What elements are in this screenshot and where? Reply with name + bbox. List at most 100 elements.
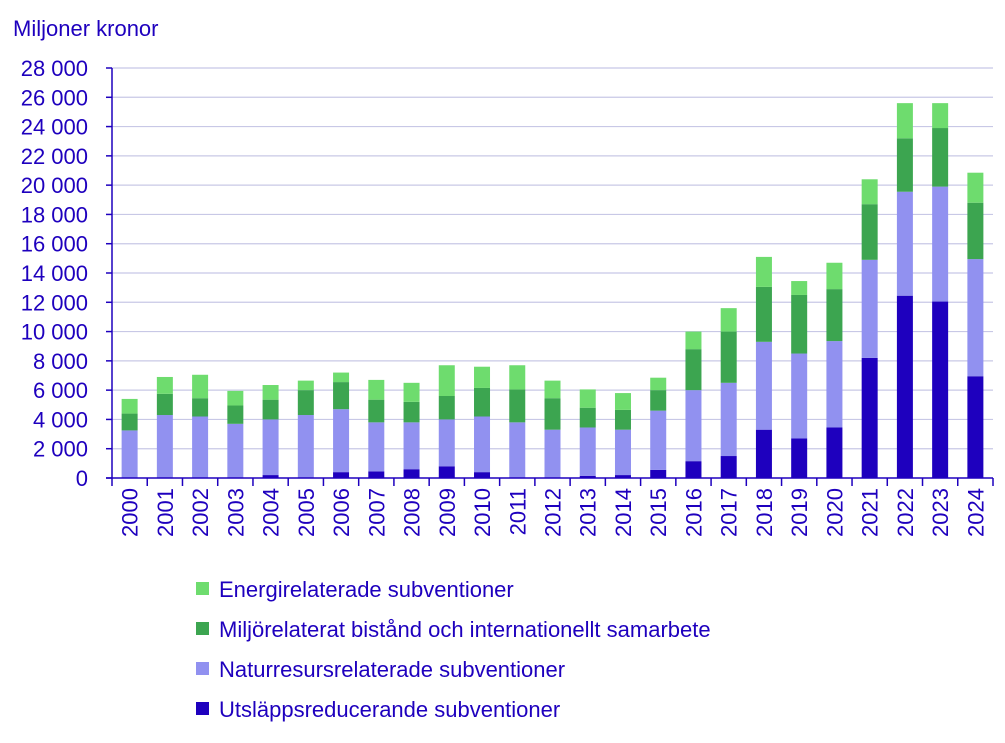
bar-segment-3-2017 xyxy=(720,308,737,332)
bar-segment-2-2008 xyxy=(403,401,420,423)
y-tick-label: 10 000 xyxy=(21,320,88,345)
x-tick-label: 2011 xyxy=(505,488,530,535)
bar-segment-3-2012 xyxy=(544,380,561,399)
bar-segment-3-2001 xyxy=(156,376,173,394)
bar-segment-1-2020 xyxy=(826,341,843,428)
x-tick-label: 2014 xyxy=(611,488,636,537)
x-tick-label: 2004 xyxy=(259,488,284,537)
x-tick-label: 2018 xyxy=(752,488,777,537)
x-tick-label: 2005 xyxy=(294,488,319,537)
bar-segment-3-2021 xyxy=(861,179,878,205)
bar-segment-3-2022 xyxy=(896,103,913,139)
x-tick-label: 2000 xyxy=(118,488,143,537)
x-tick-label: 2003 xyxy=(223,488,248,537)
x-tick-label: 2006 xyxy=(329,488,354,537)
bar-segment-1-2003 xyxy=(227,423,244,478)
bar-segment-0-2016 xyxy=(685,461,702,478)
bar-segment-2-2000 xyxy=(121,413,138,431)
bar-segment-2-2003 xyxy=(227,405,244,424)
bar-segment-1-2000 xyxy=(121,430,138,478)
bar-segment-3-2014 xyxy=(614,393,631,410)
bar-segment-2-2013 xyxy=(579,407,596,428)
bar-segment-1-2015 xyxy=(650,410,667,470)
bar-segment-1-2005 xyxy=(297,415,314,478)
bar-segment-1-2007 xyxy=(368,422,385,472)
bar-segment-3-2024 xyxy=(967,172,984,203)
y-tick-label: 22 000 xyxy=(21,144,88,169)
y-tick-label: 14 000 xyxy=(21,261,88,286)
bar-segment-2-2018 xyxy=(755,286,772,342)
y-tick-label: 26 000 xyxy=(21,85,88,110)
bar-segment-3-2019 xyxy=(791,281,808,295)
y-tick-labels: 0 2 000 4 000 6 000 8 000 10 000 12 000 14 000 1… xyxy=(21,56,88,491)
x-tick-label: 2015 xyxy=(646,488,671,537)
legend: Energirelaterade subventioner Miljörelate… xyxy=(196,577,711,722)
y-tick-label: 6 000 xyxy=(33,378,88,403)
bar-segment-0-2024 xyxy=(967,376,984,478)
bar-segment-2-2020 xyxy=(826,289,843,342)
bar-segment-1-2012 xyxy=(544,429,561,478)
bar-segment-2-2012 xyxy=(544,398,561,430)
bar-segment-2-2005 xyxy=(297,390,314,416)
bar-segment-0-2021 xyxy=(861,357,878,478)
bar-segment-2-2010 xyxy=(474,387,491,417)
x-tick-label: 2017 xyxy=(717,488,742,537)
bar-segment-3-2004 xyxy=(262,385,279,400)
bar-segment-1-2001 xyxy=(156,415,173,478)
legend-label: Energirelaterade subventioner xyxy=(219,577,514,602)
x-tick-labels: 2000 2001 2002 2003 2004 2005 2006 2007 2008 2009… xyxy=(118,488,989,537)
bar-segment-0-2014 xyxy=(614,475,631,478)
bar-segment-0-2010 xyxy=(474,472,491,478)
bar-segment-3-2013 xyxy=(579,389,596,408)
bar-segment-0-2022 xyxy=(896,295,913,478)
bar-segment-1-2013 xyxy=(579,427,596,476)
bar-segment-1-2022 xyxy=(896,191,913,296)
bar-segment-2-2007 xyxy=(368,399,385,423)
bar-segment-3-2007 xyxy=(368,379,385,400)
bar-segment-1-2009 xyxy=(438,419,455,467)
x-tick-label: 2012 xyxy=(541,488,566,537)
x-tick-label: 2008 xyxy=(400,488,425,537)
bar-segment-2-2017 xyxy=(720,331,737,383)
bar-segment-2-2011 xyxy=(509,389,526,423)
bar-segment-3-2010 xyxy=(474,366,491,388)
x-tick-label: 2009 xyxy=(435,488,460,537)
bar-segment-2-2004 xyxy=(262,399,279,420)
bar-segment-1-2008 xyxy=(403,422,420,470)
bar-segment-0-2006 xyxy=(333,472,350,478)
x-tick-label: 2002 xyxy=(188,488,213,537)
bar-segment-3-2011 xyxy=(509,365,526,390)
bar-segment-2-2014 xyxy=(614,409,631,430)
bar-segment-1-2002 xyxy=(192,416,209,478)
bar-segment-3-2023 xyxy=(932,103,949,129)
x-tick-label: 2010 xyxy=(470,488,495,537)
bar-segment-3-2002 xyxy=(192,374,209,399)
x-tick-label: 2020 xyxy=(822,488,847,537)
bar-segment-3-2005 xyxy=(297,380,314,391)
x-tick-label: 2019 xyxy=(787,488,812,537)
bar-segment-2-2023 xyxy=(932,128,949,187)
y-tick-label: 20 000 xyxy=(21,173,88,198)
gridlines xyxy=(112,67,993,450)
bar-segment-2-2019 xyxy=(791,294,808,354)
bar-segment-0-2020 xyxy=(826,427,843,478)
x-tick-label: 2022 xyxy=(893,488,918,537)
bar-segment-2-2002 xyxy=(192,398,209,417)
y-tick-label: 2 000 xyxy=(33,437,88,462)
bars xyxy=(121,103,984,478)
x-tick-label: 2007 xyxy=(364,488,389,537)
y-tick-label: 12 000 xyxy=(21,290,88,315)
legend-swatch xyxy=(196,662,209,675)
y-tick-label: 24 000 xyxy=(21,115,88,140)
x-tick-label: 2023 xyxy=(928,488,953,537)
bar-segment-1-2024 xyxy=(967,259,984,377)
bar-segment-3-2006 xyxy=(333,372,350,383)
legend-label: Naturresursrelaterade subventioner xyxy=(219,657,565,682)
bar-segment-1-2019 xyxy=(791,353,808,439)
bar-segment-2-2022 xyxy=(896,138,913,192)
bar-segment-0-2004 xyxy=(262,475,279,478)
bar-segment-1-2006 xyxy=(333,409,350,473)
y-tick-label: 28 000 xyxy=(21,56,88,81)
y-tick-label: 8 000 xyxy=(33,349,88,374)
legend-swatch xyxy=(196,702,209,715)
